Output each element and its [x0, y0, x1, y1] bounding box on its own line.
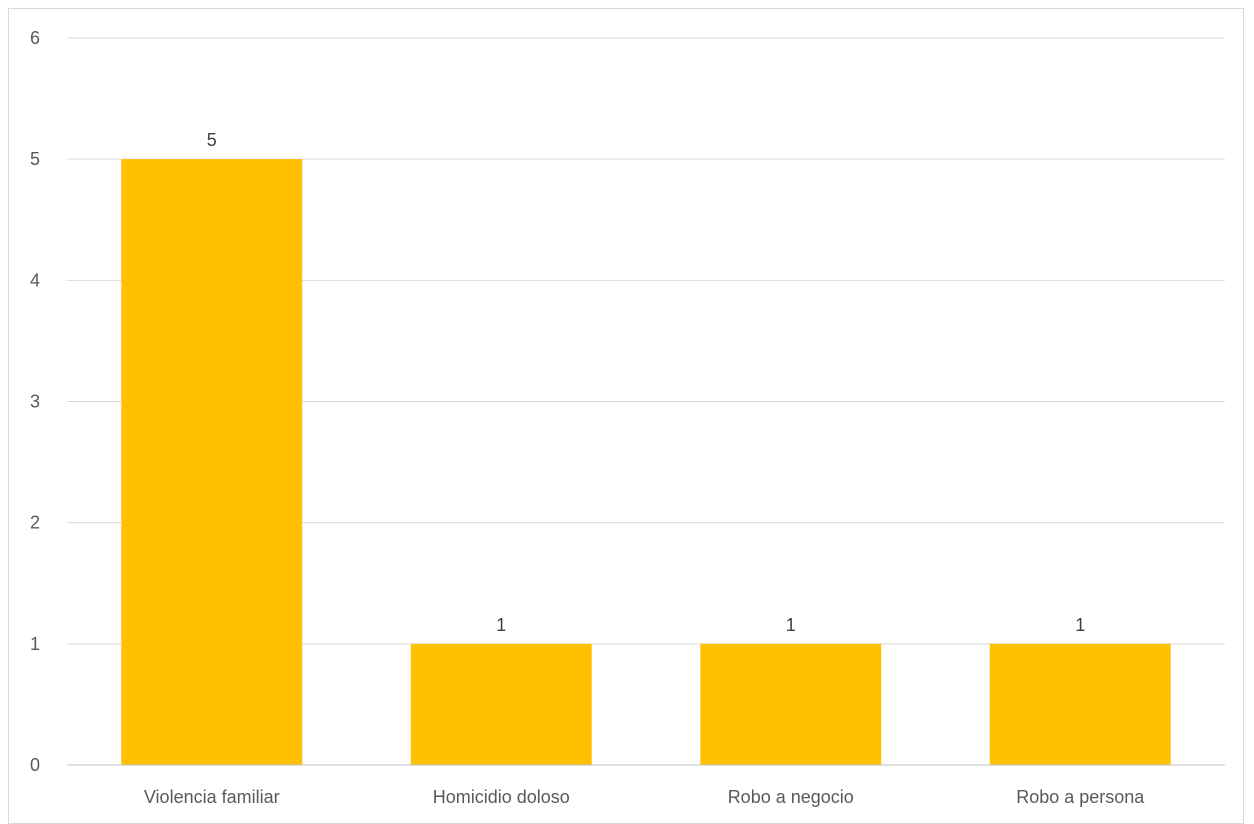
x-tick-label: Robo a persona: [1016, 787, 1145, 807]
bar: [700, 643, 882, 765]
y-tick-label: 2: [30, 513, 40, 533]
bar-data-label: 1: [786, 615, 796, 635]
bars: [121, 159, 1171, 765]
y-tick-label: 1: [30, 634, 40, 654]
x-tick-label: Violencia familiar: [144, 787, 280, 807]
y-tick-label: 5: [30, 149, 40, 169]
y-tick-label: 4: [30, 270, 40, 290]
bar-data-label: 1: [496, 615, 506, 635]
y-tick-label: 3: [30, 392, 40, 412]
y-tick-label: 6: [30, 28, 40, 48]
bar: [989, 643, 1171, 765]
x-tick-label: Homicidio doloso: [433, 787, 570, 807]
data-labels: 5 1 1 1: [207, 130, 1086, 635]
y-tick-label: 0: [30, 755, 40, 775]
bar-data-label: 1: [1075, 615, 1085, 635]
bar: [410, 643, 592, 765]
bar: [121, 159, 303, 765]
x-axis-tick-labels: Violencia familiar Homicidio doloso Robo a…: [144, 787, 1145, 807]
y-axis-tick-labels: 0 1 2 3 4 5 6: [30, 28, 40, 775]
bar-data-label: 5: [207, 130, 217, 150]
x-tick-label: Robo a negocio: [728, 787, 854, 807]
